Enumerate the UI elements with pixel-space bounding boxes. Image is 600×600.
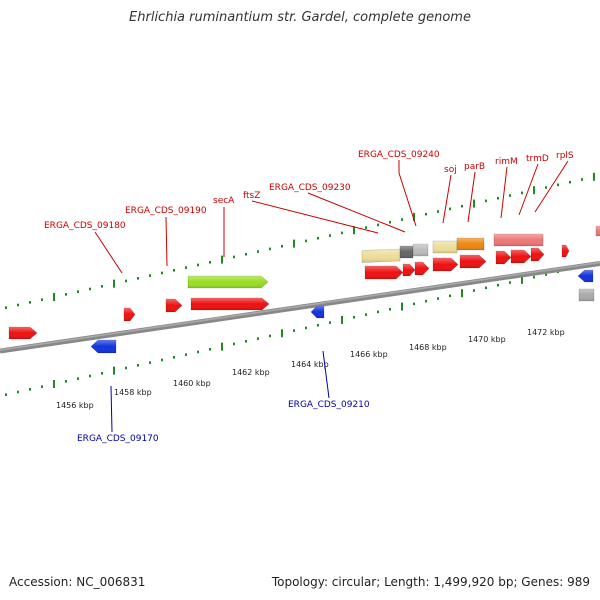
genome-backbone-highlight bbox=[0, 261, 600, 351]
scale-label-9: 1472 kbp bbox=[527, 328, 565, 337]
leader-line-forward bbox=[518, 163, 539, 216]
gene-label-forward[interactable]: rimM bbox=[495, 157, 518, 167]
gene-label-forward[interactable]: ftsZ bbox=[243, 191, 260, 201]
category-block-25[interactable] bbox=[578, 288, 595, 302]
category-block-19[interactable] bbox=[399, 245, 414, 259]
gene-label-forward[interactable]: ERGA_CDS_09230 bbox=[269, 183, 351, 193]
genome-backbone bbox=[0, 261, 600, 354]
leader-line-reverse bbox=[322, 350, 330, 399]
gene-label-forward[interactable]: ERGA_CDS_09190 bbox=[125, 206, 207, 216]
scale-label-3: 1460 kbp bbox=[173, 379, 211, 388]
leader-line-forward bbox=[165, 216, 168, 267]
category-block-23[interactable] bbox=[493, 233, 544, 247]
category-block-18[interactable] bbox=[361, 248, 401, 263]
cds-forward-3[interactable] bbox=[165, 298, 183, 313]
leader-line-forward bbox=[500, 166, 508, 219]
gene-label-reverse[interactable]: ERGA_CDS_09170 bbox=[77, 434, 159, 444]
gene-label-forward[interactable]: parB bbox=[464, 162, 485, 172]
scale-label-4: 1462 kbp bbox=[232, 368, 270, 377]
cds-forward-6[interactable] bbox=[402, 263, 416, 277]
gene-label-forward[interactable]: soj bbox=[444, 165, 457, 175]
leader-line-reverse bbox=[110, 385, 113, 433]
leader-line-forward bbox=[307, 192, 406, 233]
scale-label-5: 1464 kbp bbox=[291, 360, 329, 369]
cds-reverse-14[interactable] bbox=[90, 339, 117, 354]
genome-summary-text: Topology: circular; Length: 1,499,920 bp… bbox=[271, 575, 590, 589]
cds-forward-5[interactable] bbox=[364, 265, 404, 280]
map-title: Ehrlichia ruminantium str. Gardel, compl… bbox=[129, 10, 471, 25]
leader-line-forward bbox=[94, 231, 123, 274]
leader-line-forward bbox=[534, 160, 569, 213]
gene-label-forward[interactable]: rplS bbox=[556, 151, 574, 161]
category-block-22[interactable] bbox=[456, 237, 485, 251]
cds-forward-10[interactable] bbox=[495, 250, 512, 265]
scale-label-8: 1470 kbp bbox=[468, 335, 506, 344]
category-block-17[interactable] bbox=[187, 275, 269, 289]
cds-reverse-16[interactable] bbox=[577, 269, 594, 283]
cds-forward-12[interactable] bbox=[530, 247, 545, 262]
cds-forward-1[interactable] bbox=[8, 326, 38, 340]
scale-label-1: 1456 kbp bbox=[56, 401, 94, 410]
gene-label-forward[interactable]: ERGA_CDS_09240 bbox=[358, 150, 440, 160]
gene-label-forward[interactable]: trmD bbox=[526, 154, 549, 164]
scale-label-6: 1466 kbp bbox=[350, 350, 388, 359]
category-block-20[interactable] bbox=[412, 243, 429, 257]
leader-line-forward bbox=[251, 200, 379, 234]
leader-line-forward bbox=[467, 171, 476, 223]
scale-label-7: 1468 kbp bbox=[409, 343, 447, 352]
cds-forward-11[interactable] bbox=[510, 249, 532, 264]
scale-label-2: 1458 kbp bbox=[114, 388, 152, 397]
cds-forward-2[interactable] bbox=[123, 307, 136, 322]
leader-line-forward bbox=[398, 160, 417, 227]
cds-forward-9[interactable] bbox=[459, 254, 487, 269]
cds-forward-4[interactable] bbox=[190, 297, 270, 311]
gene-label-forward[interactable]: ERGA_CDS_09180 bbox=[44, 221, 126, 231]
cds-forward-13[interactable] bbox=[561, 244, 570, 258]
gene-label-forward[interactable]: secA bbox=[213, 196, 235, 206]
cds-forward-8[interactable] bbox=[432, 257, 459, 272]
category-block-21[interactable] bbox=[432, 240, 458, 254]
accession-text: Accession: NC_006831 bbox=[9, 575, 146, 589]
cds-forward-7[interactable] bbox=[414, 261, 430, 276]
leader-line-forward bbox=[442, 174, 452, 224]
category-block-24[interactable] bbox=[595, 225, 600, 237]
gene-label-reverse[interactable]: ERGA_CDS_09210 bbox=[288, 400, 370, 410]
